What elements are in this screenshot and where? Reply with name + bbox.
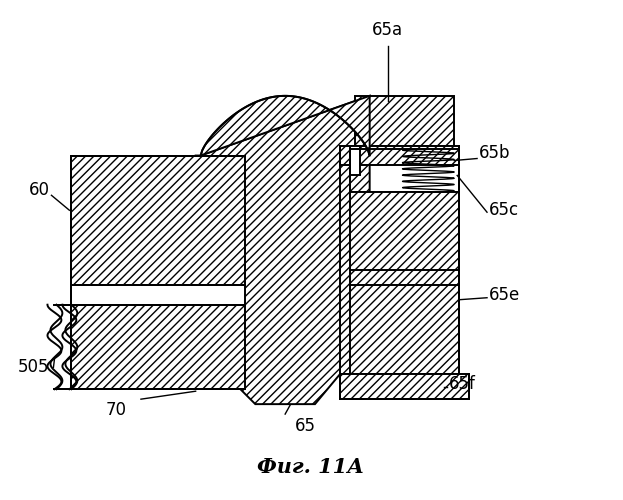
Text: 65b: 65b bbox=[479, 144, 511, 162]
Polygon shape bbox=[350, 146, 359, 176]
Text: 505: 505 bbox=[18, 358, 49, 376]
Polygon shape bbox=[72, 156, 245, 285]
Text: 65f: 65f bbox=[449, 375, 476, 393]
Polygon shape bbox=[340, 146, 459, 166]
Polygon shape bbox=[72, 304, 245, 389]
Text: 65e: 65e bbox=[489, 286, 520, 304]
Polygon shape bbox=[72, 156, 245, 285]
Polygon shape bbox=[350, 192, 459, 374]
Text: 65c: 65c bbox=[489, 201, 519, 219]
Polygon shape bbox=[72, 304, 245, 389]
Text: 70: 70 bbox=[105, 401, 126, 419]
Polygon shape bbox=[354, 96, 454, 146]
Text: 60: 60 bbox=[29, 182, 49, 200]
Polygon shape bbox=[201, 96, 369, 156]
Polygon shape bbox=[340, 374, 469, 399]
Text: 65: 65 bbox=[295, 417, 315, 435]
Text: 65a: 65a bbox=[372, 21, 403, 39]
Polygon shape bbox=[196, 96, 369, 404]
Polygon shape bbox=[72, 285, 245, 304]
Polygon shape bbox=[72, 285, 245, 304]
Text: Фиг. 11А: Фиг. 11А bbox=[257, 457, 364, 477]
